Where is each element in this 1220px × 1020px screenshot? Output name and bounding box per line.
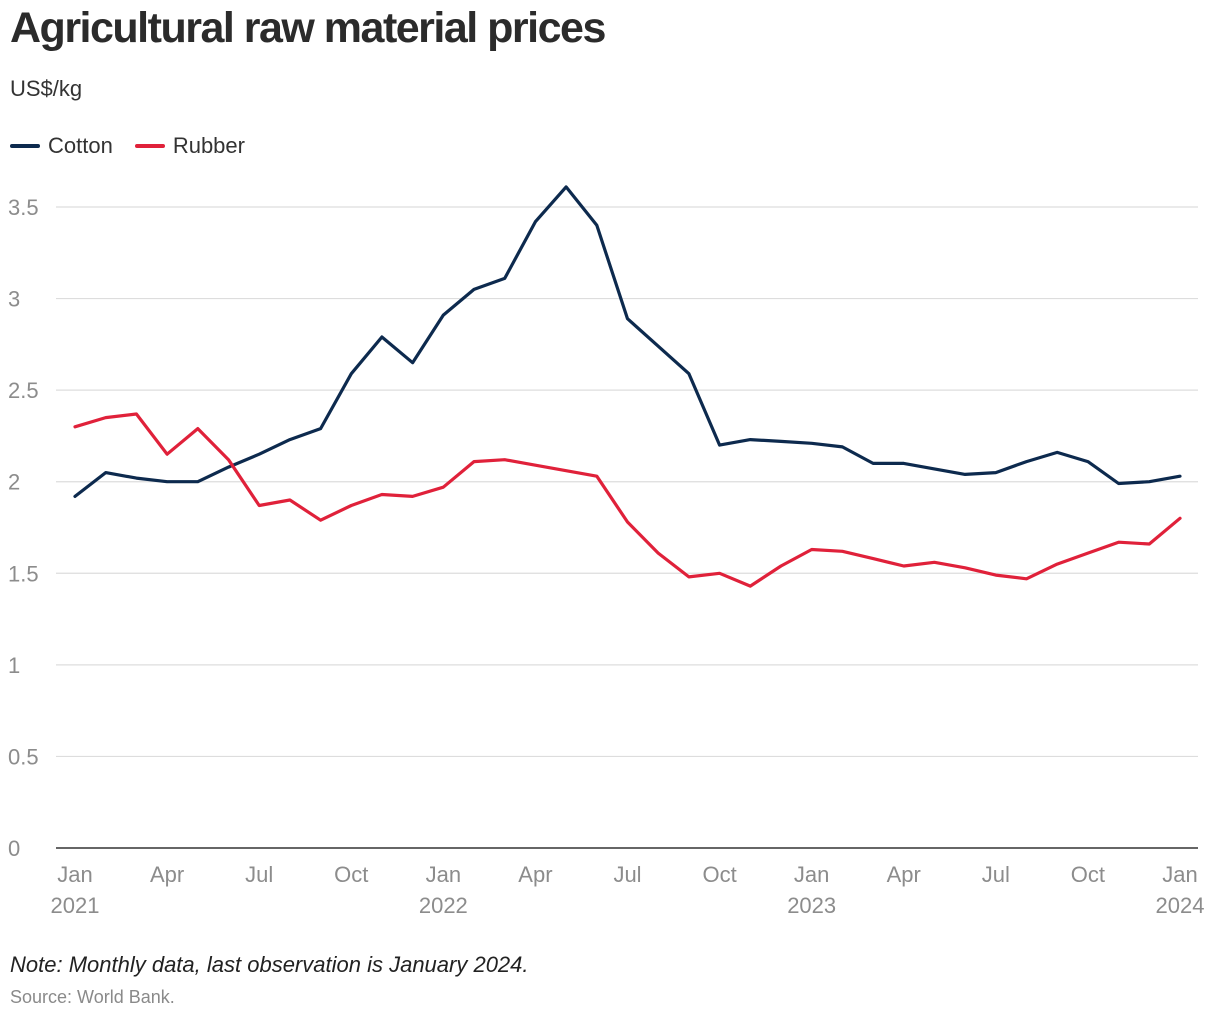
x-tick-month-label: Jul (982, 862, 1010, 887)
y-tick-label: 3.5 (8, 195, 39, 220)
legend-label-rubber: Rubber (172, 133, 245, 158)
chart-source: Source: World Bank. (10, 987, 175, 1007)
x-axis-ticks: Jan 2021 Apr Jul Oct Jan 2022 Apr Jul Oct Jan 2023 A… (51, 862, 1205, 918)
legend-item-rubber: Rubber (134, 133, 245, 159)
x-tick-month-label: Jul (613, 862, 641, 887)
legend-label-cotton: Cotton (48, 133, 113, 158)
legend-swatch-cotton (10, 144, 40, 148)
y-tick-label: 0.5 (8, 744, 39, 769)
unit-label: US$/kg (10, 76, 83, 101)
legend-swatch-rubber (134, 144, 165, 148)
x-tick-month-label: Oct (334, 862, 368, 887)
chart-note: Note: Monthly data, last observation is … (10, 952, 529, 977)
y-tick-label: 2.5 (8, 378, 39, 403)
grid-lines (56, 206, 1198, 849)
x-tick-month-label: Jan (57, 862, 92, 887)
y-axis-ticks: 0 0.5 1 1.5 2 2.5 3 3.5 (8, 195, 39, 861)
series-line-cotton (73, 185, 1182, 498)
legend-item-cotton: Cotton (10, 133, 113, 159)
x-tick-month-label: Apr (150, 862, 184, 887)
x-tick-month-label: Oct (1071, 862, 1105, 887)
x-tick-year-label: 2021 (51, 893, 100, 918)
x-tick-month-label: Jul (245, 862, 273, 887)
x-tick-month-label: Apr (518, 862, 552, 887)
x-tick-month-label: Jan (426, 862, 461, 887)
y-tick-label: 3 (8, 287, 20, 312)
y-tick-label: 1.5 (8, 561, 39, 586)
x-tick-month-label: Oct (702, 862, 736, 887)
x-tick-month-label: Jan (794, 862, 829, 887)
x-tick-year-label: 2022 (419, 893, 468, 918)
y-tick-label: 0 (8, 836, 20, 861)
chart-title: Agricultural raw material prices (10, 4, 606, 52)
x-tick-month-label: Apr (887, 862, 921, 887)
series-line-rubber (73, 412, 1182, 588)
y-tick-label: 1 (8, 653, 20, 678)
series-lines (73, 185, 1182, 588)
x-tick-year-label: 2023 (787, 893, 836, 918)
y-tick-label: 2 (8, 470, 20, 495)
x-tick-year-label: 2024 (1156, 893, 1205, 918)
legend: Cotton Rubber (10, 133, 267, 159)
x-tick-month-label: Jan (1162, 862, 1197, 887)
